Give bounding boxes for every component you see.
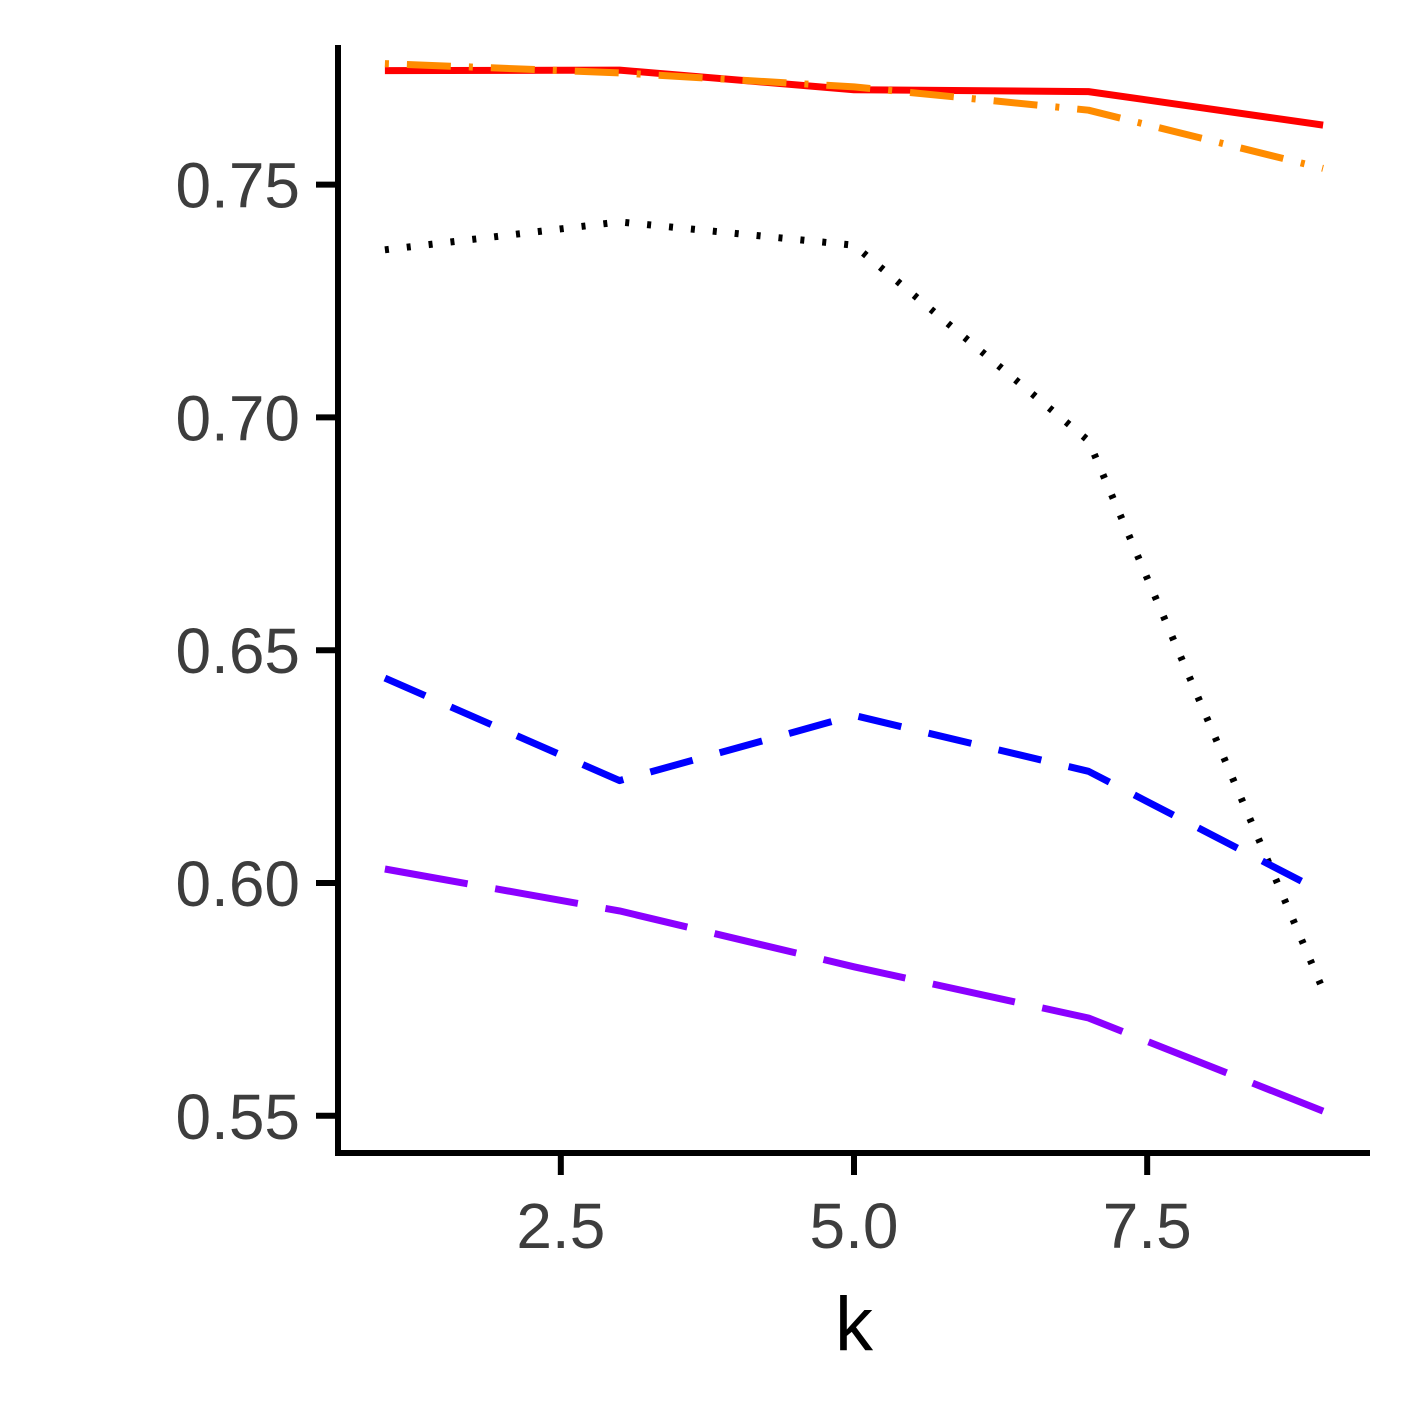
series-line-3 [384,218,1327,992]
y-tick-label: 0.55 [175,1081,300,1153]
series-line-4 [383,674,1325,896]
y-tick-label: 0.75 [175,150,300,222]
y-tick-label: 0.70 [175,382,300,454]
series-line-1 [384,66,1324,129]
y-tick-label: 0.65 [175,615,300,687]
x-tick-label: 7.5 [1103,1190,1192,1262]
y-axis-ticks: 0.55 0.60 0.65 0.70 0.75 [175,150,338,1153]
series-lines [383,60,1327,1115]
x-tick-label: 2.5 [516,1190,605,1262]
series-line-2 [384,60,1324,172]
x-tick-label: 5.0 [810,1190,899,1262]
y-tick-label: 0.60 [175,848,300,920]
series-line-5 [384,865,1325,1115]
x-axis-title: k [835,1282,874,1367]
x-axis-ticks: 2.5 5.0 7.5 [516,1153,1192,1262]
